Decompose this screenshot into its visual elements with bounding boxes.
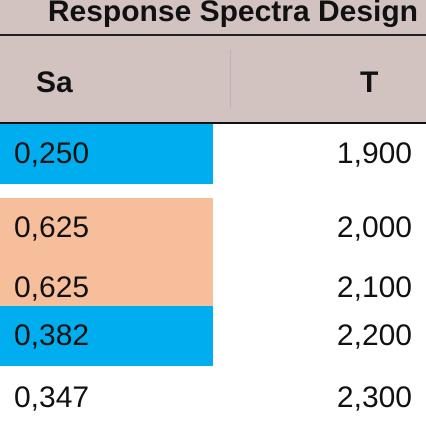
sa-value: 0,250 — [14, 137, 90, 170]
table-row: 0,250 1,900 — [0, 124, 426, 184]
header-divider — [230, 50, 231, 108]
header-row: Sa T — [0, 36, 426, 122]
t-value: 1,900 — [336, 137, 412, 170]
sa-value: 0,347 — [14, 381, 90, 414]
sa-value: 0,382 — [14, 319, 90, 352]
t-value: 2,200 — [336, 319, 412, 352]
t-value: 2,000 — [336, 211, 412, 244]
t-value: 2,100 — [336, 271, 412, 304]
sa-cell-highlight — [0, 306, 213, 366]
table-row: 0,382 2,200 — [0, 306, 426, 366]
table-title: Response Spectra Design — [47, 0, 418, 28]
header-rule — [0, 122, 426, 124]
table-row: 0,625 2,100 — [0, 258, 426, 318]
sa-cell-highlight — [0, 198, 213, 258]
sa-cell-highlight — [0, 124, 213, 184]
t-value: 2,300 — [336, 381, 412, 414]
title-bar: Response Spectra Design — [0, 0, 426, 36]
table-row: 0,347 2,300 — [0, 368, 426, 428]
column-header-sa: Sa — [36, 66, 73, 99]
sa-value: 0,625 — [14, 211, 90, 244]
sa-value: 0,625 — [14, 271, 90, 304]
column-header-t: T — [360, 66, 379, 99]
table-row: 0,625 2,000 — [0, 198, 426, 258]
